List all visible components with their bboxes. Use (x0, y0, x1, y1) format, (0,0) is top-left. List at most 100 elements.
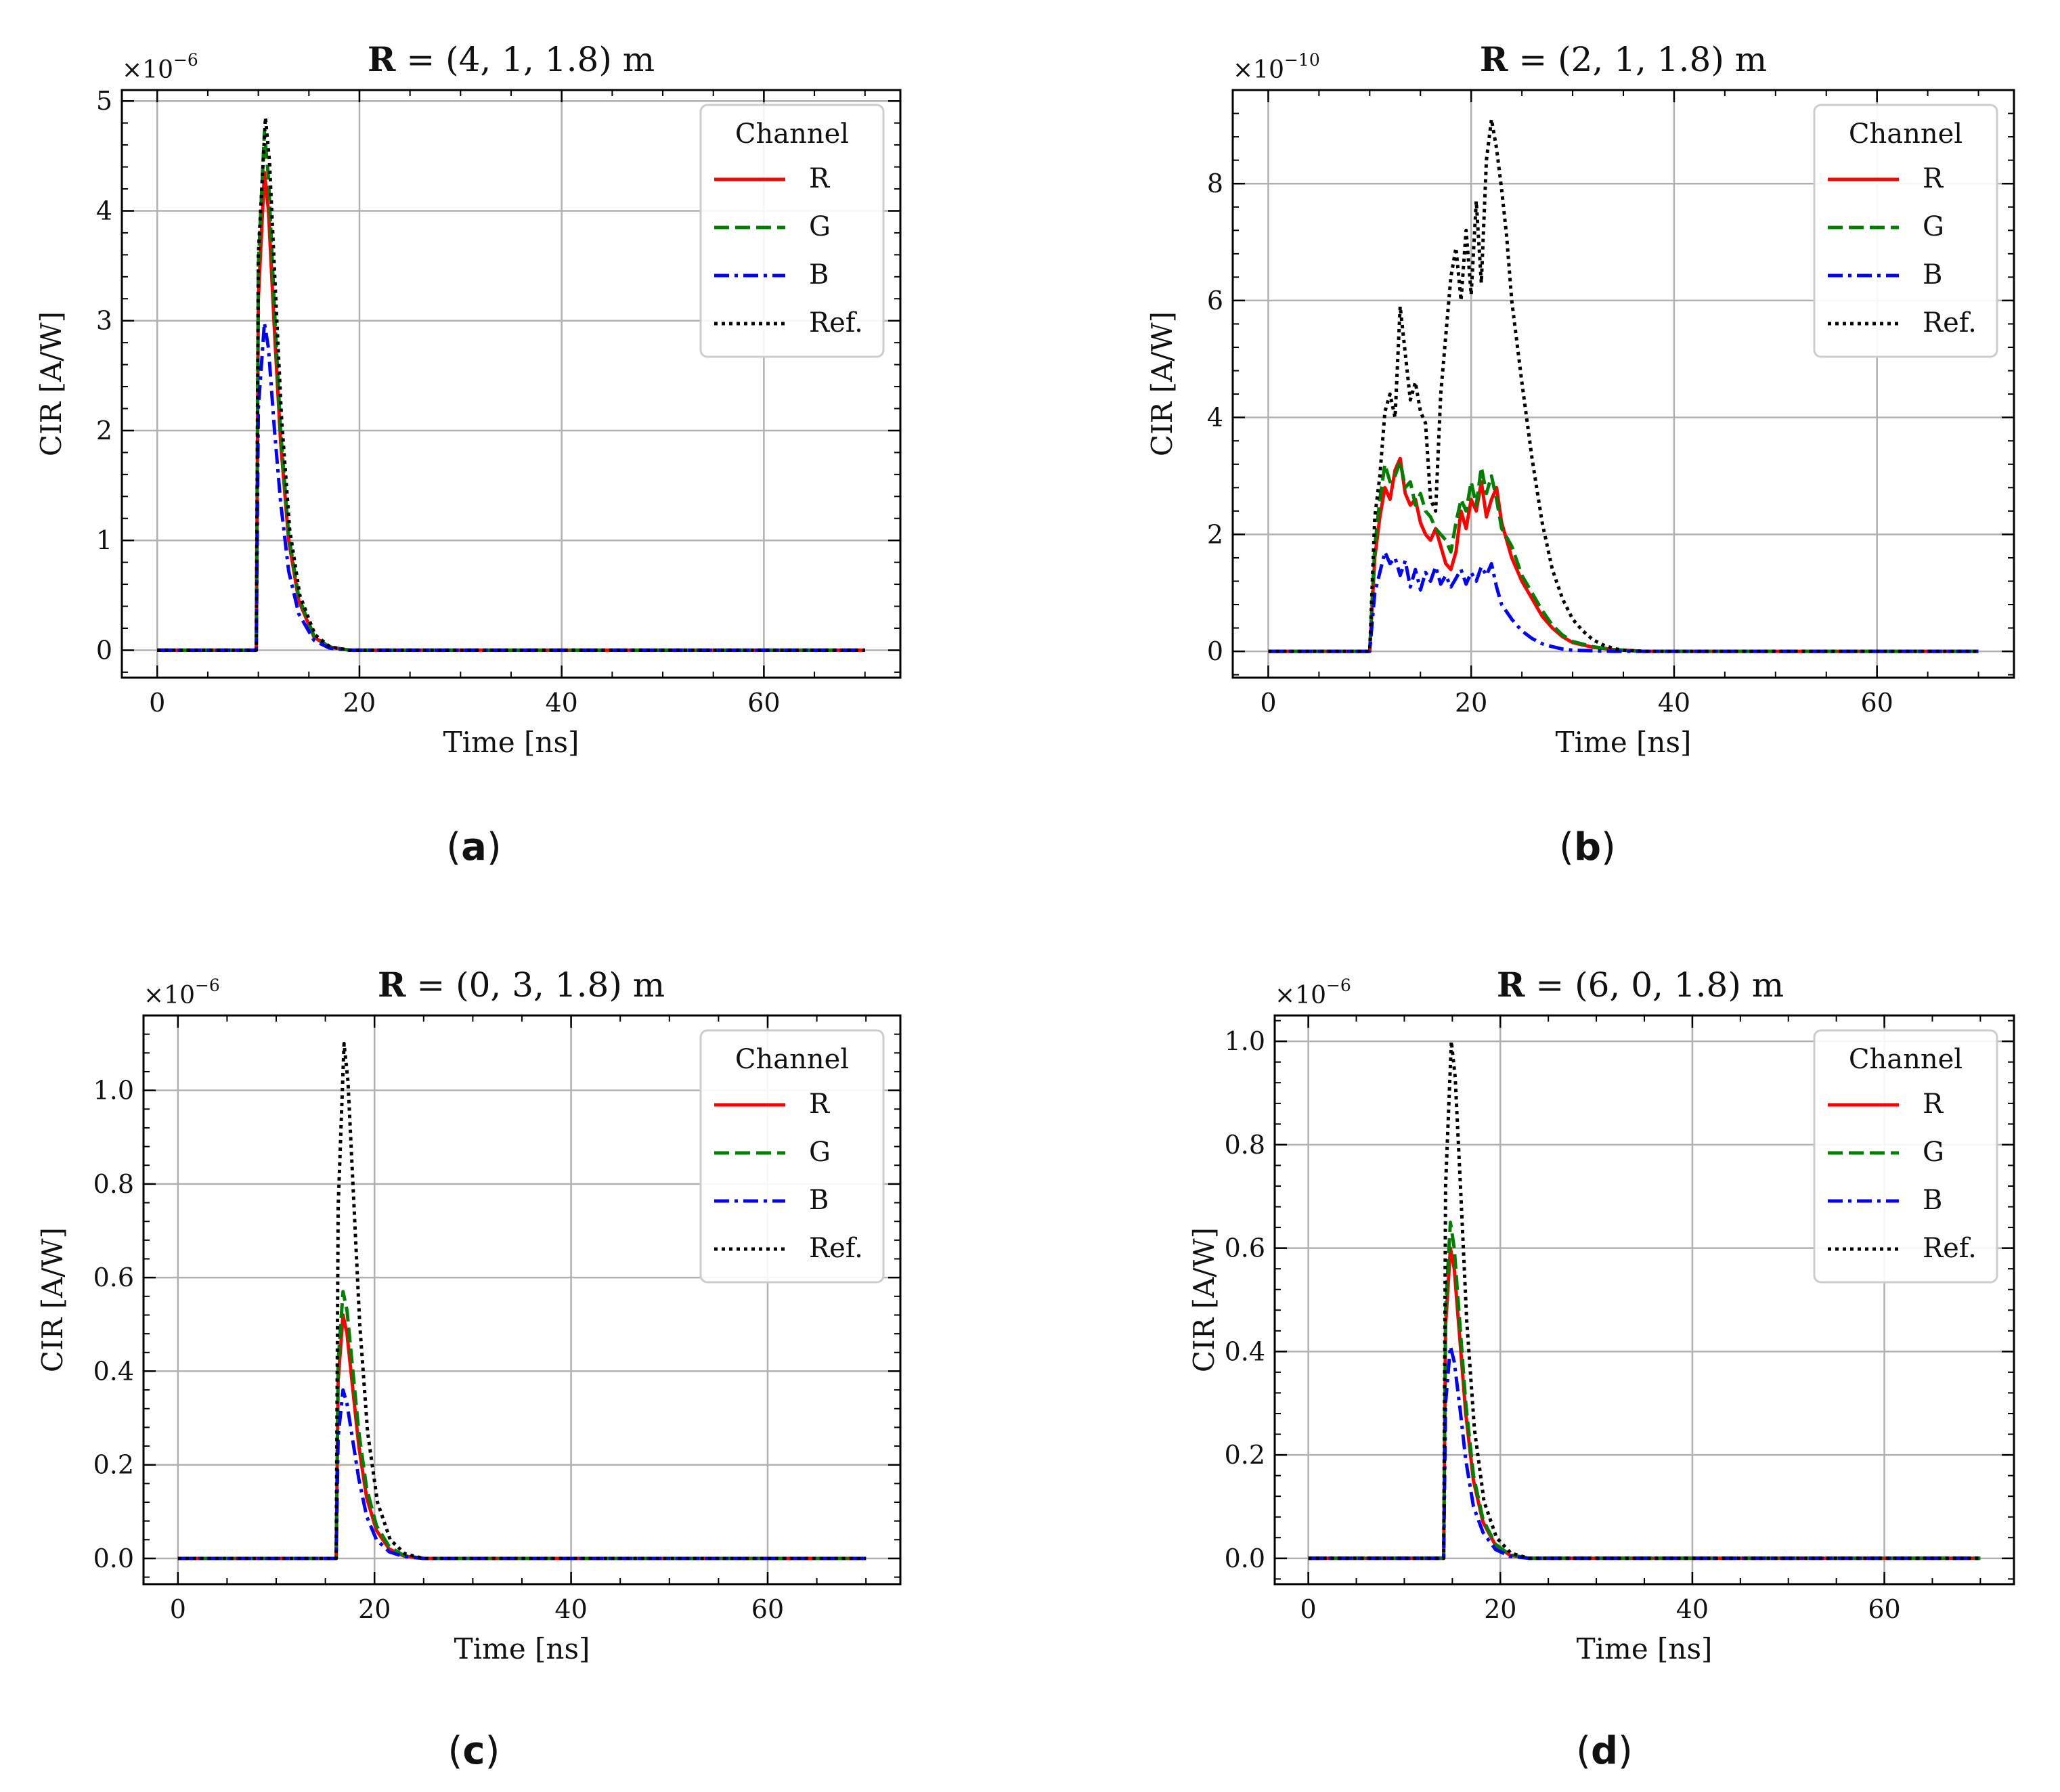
series-group (157, 116, 865, 652)
y-tick-label: 2 (1207, 519, 1223, 549)
x-tick-label: 60 (747, 688, 780, 718)
chart-title: R = (0, 3, 1.8) m (378, 965, 665, 1005)
legend-title: Channel (735, 1044, 849, 1075)
y-tick-label: 5 (96, 86, 112, 116)
x-tick-label: 60 (1868, 1594, 1900, 1624)
legend-label: G (1923, 211, 1944, 242)
y-axis-label: CIR [A/W] (35, 311, 68, 456)
x-tick-label: 0 (1300, 1594, 1317, 1624)
panel-caption: (b) (1559, 825, 1616, 869)
legend-box (1813, 1029, 1998, 1284)
series-line-g (1268, 459, 1979, 653)
x-tick-label: 60 (751, 1594, 784, 1624)
y-axis-label: CIR [A/W] (36, 1227, 69, 1372)
legend-title: Channel (1849, 1044, 1963, 1075)
axis-multiplier: ×10−6 (1275, 976, 1351, 1009)
x-tick-label: 0 (170, 1594, 186, 1624)
x-tick-label: 40 (554, 1594, 587, 1624)
series-line-g (157, 130, 865, 652)
y-tick-label: 2 (96, 416, 112, 445)
panel-caption: (c) (448, 1729, 500, 1773)
series-line-ref (1308, 1039, 1981, 1560)
legend-label: G (809, 1137, 831, 1168)
panel-caption: (a) (446, 825, 502, 869)
y-tick-label: 0.0 (1225, 1544, 1265, 1573)
y-tick-label: 0.2 (1225, 1440, 1265, 1470)
series-group (1308, 1039, 1981, 1560)
chart-d: 0 20 40 60 0.0 0.2 0.4 0.6 0.8 1.0 Time [ns] CIR [A… (1187, 965, 2015, 1773)
x-tick-label: 20 (1484, 1594, 1516, 1624)
legend-label: B (1923, 259, 1942, 290)
series-line-b (1308, 1345, 1981, 1560)
legend-label: Ref. (809, 1233, 863, 1264)
x-tick-label: 60 (1860, 688, 1893, 718)
y-tick-label: 0.0 (93, 1544, 134, 1573)
series-line-g (177, 1290, 867, 1560)
x-axis-label: Time [ns] (454, 1632, 590, 1665)
legend-label: G (1923, 1137, 1944, 1168)
y-tick-label: 0.4 (1225, 1336, 1265, 1366)
y-tick-label: 3 (96, 306, 112, 336)
series-line-r (177, 1313, 867, 1560)
x-axis-label: Time [ns] (443, 726, 579, 759)
y-tick-label: 0 (96, 635, 112, 665)
y-axis-label: CIR [A/W] (1187, 1227, 1221, 1372)
legend-label: G (809, 211, 831, 242)
chart-title: R = (4, 1, 1.8) m (368, 39, 655, 79)
y-tick-label: 0.6 (1225, 1233, 1265, 1263)
legend: Channel RGB Ref. (1813, 104, 1998, 358)
series-line-b (157, 321, 865, 652)
legend-label: R (1923, 1089, 1944, 1120)
x-tick-label: 40 (1676, 1594, 1709, 1624)
chart-title: R = (6, 0, 1.8) m (1497, 965, 1784, 1005)
chart-c: 0 20 40 60 0.0 0.2 0.4 0.6 0.8 1.0 Time [ns] CIR [A… (36, 965, 902, 1773)
x-tick-label: 20 (343, 688, 376, 718)
x-axis-label: Time [ns] (1577, 1632, 1713, 1665)
y-tick-label: 0.4 (93, 1356, 134, 1386)
x-axis-label: Time [ns] (1556, 726, 1692, 759)
legend-title: Channel (735, 118, 849, 150)
y-tick-label: 0.6 (93, 1263, 134, 1292)
legend-label: B (809, 259, 829, 290)
series-group (1268, 117, 1979, 653)
chart-title: R = (2, 1, 1.8) m (1480, 39, 1767, 79)
x-tick-label: 20 (358, 1594, 391, 1624)
axis-multiplier: ×10−6 (144, 976, 220, 1009)
legend: Channel RGB Ref. (1813, 1029, 1998, 1284)
y-tick-label: 0 (1207, 636, 1223, 666)
axis-multiplier: ×10−10 (1233, 50, 1320, 84)
chart-a: 0 20 40 60 0 1 2 3 4 5 Time [ns] CIR [A/W] ×10−6 R = … (35, 39, 902, 869)
axis-multiplier: ×10−6 (122, 50, 198, 84)
legend-label: Ref. (1923, 1233, 1977, 1264)
x-tick-label: 40 (1658, 688, 1690, 718)
y-tick-label: 1 (96, 525, 112, 555)
y-tick-label: 4 (1207, 403, 1223, 433)
x-tick-label: 20 (1455, 688, 1487, 718)
legend-label: R (809, 1089, 831, 1120)
legend-title: Channel (1849, 118, 1963, 150)
x-tick-label: 0 (149, 688, 165, 718)
series-group (177, 1042, 867, 1560)
legend-box (1813, 104, 1998, 358)
legend-label: Ref. (809, 307, 863, 338)
legend-label: B (1923, 1185, 1942, 1216)
legend: Channel RGB Ref. (699, 1029, 885, 1284)
x-tick-label: 40 (545, 688, 577, 718)
legend: Channel RGB Ref. (699, 104, 885, 358)
legend-label: B (809, 1185, 829, 1216)
y-tick-label: 1.0 (93, 1076, 134, 1106)
y-tick-label: 0.8 (93, 1169, 134, 1199)
legend-label: R (809, 163, 831, 194)
y-tick-label: 6 (1207, 286, 1223, 315)
chart-b: 0 20 40 60 0 2 4 6 8 Time [ns] CIR [A/W] ×10−10 R = … (1145, 39, 2015, 869)
y-tick-label: 0.8 (1225, 1130, 1265, 1160)
x-tick-label: 0 (1260, 688, 1276, 718)
y-tick-label: 4 (96, 196, 112, 225)
y-tick-label: 0.2 (93, 1450, 134, 1480)
series-line-ref (177, 1042, 867, 1560)
legend-box (699, 104, 885, 358)
panel-caption: (d) (1576, 1729, 1633, 1773)
legend-label: R (1923, 163, 1944, 194)
legend-label: Ref. (1923, 307, 1977, 338)
